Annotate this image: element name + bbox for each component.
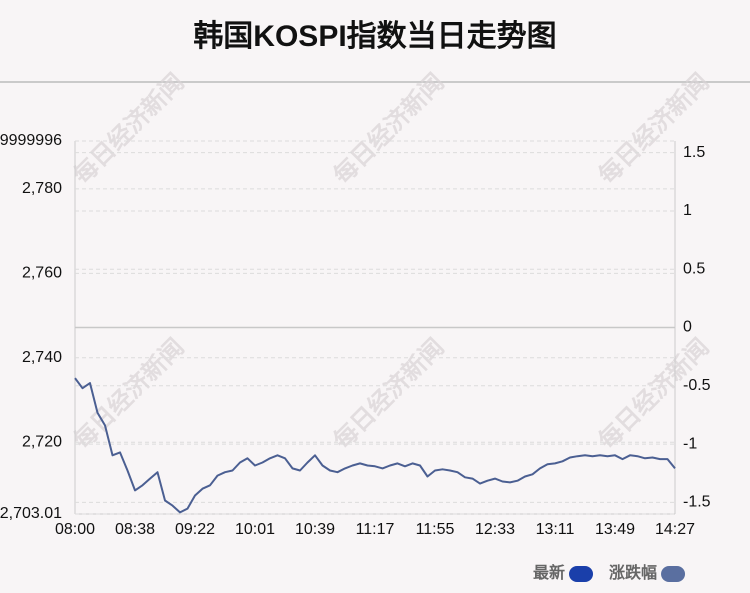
legend-label: 涨跌幅 [609,563,657,582]
y2-tick-label: -1.5 [683,494,711,511]
y2-tick-label: -0.5 [683,377,711,394]
x-tick-label: 10:39 [295,521,335,538]
y-tick-label: 2,791.3299999996 [0,132,62,149]
watermark: 每日经济新闻 [68,68,190,190]
x-tick-label: 14:27 [655,521,695,538]
x-tick-label: 13:49 [595,521,635,538]
x-tick-label: 13:11 [536,521,575,538]
watermark: 每日经济新闻 [68,333,190,455]
legend-swatch [569,566,594,582]
price-line [74,377,676,514]
watermark: 每日经济新闻 [328,333,450,455]
x-tick-label: 11:17 [356,521,395,538]
y-tick-label: 2,720 [22,433,62,450]
x-tick-label: 08:38 [115,521,155,538]
x-tick-label: 12:33 [475,521,515,538]
legend-swatch [661,566,686,582]
y2-tick-label: 1.5 [683,144,705,161]
legend-label: 最新 [533,563,565,582]
watermark: 每日经济新闻 [593,68,715,190]
watermark: 每日经济新闻 [328,68,450,190]
y2-tick-label: 0 [683,319,692,336]
y-tick-label: 2,760 [22,265,62,282]
y2-tick-label: -1 [683,435,697,452]
x-tick-label: 08:00 [55,521,95,538]
y-tick-label: 2,740 [22,349,62,366]
chart-title: 韩国KOSPI指数当日走势图 [193,20,556,53]
y2-tick-label: 0.5 [683,260,705,277]
y-tick-label: 2,703.01 [0,505,62,522]
y2-tick-label: 1 [683,202,692,219]
y-tick-label: 2,780 [22,180,62,197]
x-tick-label: 09:22 [175,521,215,538]
x-tick-label: 10:01 [235,521,275,538]
x-tick-label: 11:55 [416,521,455,538]
